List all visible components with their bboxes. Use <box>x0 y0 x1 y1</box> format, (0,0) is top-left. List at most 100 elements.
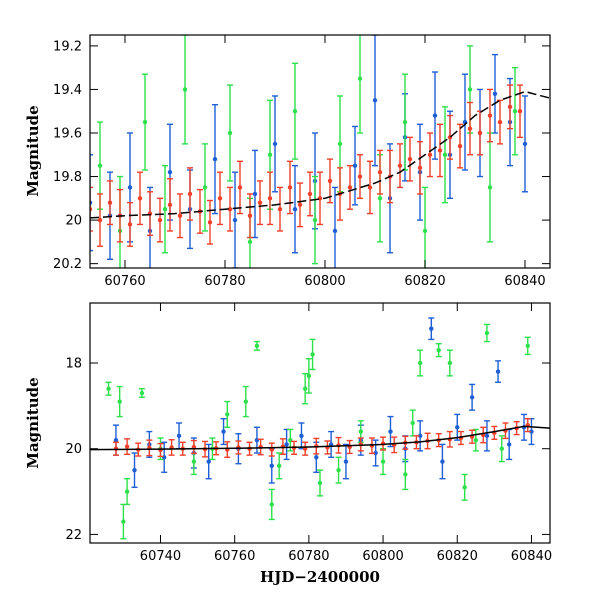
bottom-data-point <box>440 459 445 464</box>
bottom-data-point <box>191 459 197 464</box>
bottom-ytick-label: 20 <box>65 442 82 457</box>
top-ytick-label: 19.4 <box>53 83 82 98</box>
top-data-point <box>292 109 298 114</box>
top-series-2 <box>90 84 523 247</box>
bottom-data-point <box>206 459 211 464</box>
top-xtick-label: 60800 <box>304 274 345 289</box>
bottom-data-point <box>317 480 323 486</box>
top-data-point <box>252 191 258 197</box>
bottom-xtick-label: 60820 <box>437 549 478 564</box>
bottom-data-point <box>243 399 249 404</box>
bottom-data-point <box>176 433 182 439</box>
bottom-xtick-label: 60780 <box>288 549 329 564</box>
top-ytick-label: 20.2 <box>53 257 82 272</box>
top-data-point <box>237 185 243 190</box>
top-panel: 60760 60780 60800 60820 60840 19.2 19.4 19.6 19.… <box>24 34 551 289</box>
top-xtick-label: 60820 <box>404 274 445 289</box>
top-data-point <box>337 141 343 147</box>
top-data-point <box>187 191 193 197</box>
bottom-data-point <box>455 425 460 430</box>
top-data-point <box>167 169 173 175</box>
top-data-point <box>127 185 133 190</box>
bottom-data-point <box>343 459 349 464</box>
top-data-point <box>437 148 443 153</box>
top-plot-area <box>90 35 550 268</box>
top-data-point <box>377 169 383 175</box>
top-data-point <box>247 239 253 245</box>
top-data-point <box>367 185 373 190</box>
bottom-data-point <box>276 463 282 469</box>
top-data-point <box>427 152 433 157</box>
top-data-point <box>247 213 253 218</box>
top-data-point <box>507 104 513 110</box>
top-data-point <box>167 202 173 208</box>
top-ytick-label: 20 <box>65 214 82 229</box>
bottom-data-point <box>410 420 415 426</box>
bottom-data-point <box>310 352 315 357</box>
bottom-xtick-label: 60740 <box>140 549 181 564</box>
bottom-plot-area <box>90 317 550 540</box>
top-data-point <box>417 165 423 171</box>
bottom-data-point <box>506 442 512 447</box>
top-data-point <box>292 207 298 212</box>
bottom-data-point <box>124 489 130 494</box>
top-data-point <box>497 119 503 125</box>
top-data-point <box>312 217 318 223</box>
bottom-data-point <box>269 502 274 507</box>
top-data-point <box>137 196 143 201</box>
top-data-point <box>372 98 378 103</box>
bottom-xtick-label: 60800 <box>362 549 403 564</box>
bottom-data-point <box>403 472 408 477</box>
top-data-point <box>442 152 448 157</box>
top-data-point <box>157 217 163 223</box>
bottom-data-point <box>447 360 453 366</box>
top-data-point <box>397 163 403 168</box>
bottom-panel: 60740 60760 60780 60800 60820 60840 18 20 22 Mag… <box>24 302 552 586</box>
bottom-data-point <box>388 429 393 434</box>
top-data-point <box>307 191 313 197</box>
bottom-data-point <box>132 467 137 473</box>
top-xtick-label: 60780 <box>204 274 245 289</box>
top-data-point <box>377 196 383 201</box>
top-data-point <box>517 109 523 114</box>
bottom-data-point <box>429 326 434 331</box>
bottom-series-2 <box>112 418 531 458</box>
top-data-point <box>357 76 363 81</box>
top-data-point <box>487 185 493 190</box>
top-ylabel: Magnitude <box>24 105 42 196</box>
bottom-data-point <box>499 446 504 451</box>
top-data-point <box>217 196 223 201</box>
top-data-point <box>97 217 103 223</box>
top-data-point <box>177 213 183 218</box>
top-ticks: 60760 60780 60800 60820 60840 19.2 19.4 19.6 19.… <box>53 35 550 289</box>
top-axes-frame <box>89 34 551 269</box>
top-data-point <box>467 126 473 131</box>
top-data-point <box>492 91 498 96</box>
bottom-data-point <box>302 386 308 391</box>
top-ytick-label: 19.8 <box>53 170 82 185</box>
bottom-data-point <box>106 386 111 391</box>
bottom-ticks: 60740 60760 60780 60800 60820 60840 18 20 22 <box>65 303 552 564</box>
top-data-point <box>297 202 303 208</box>
bottom-data-point <box>299 433 304 439</box>
top-data-point <box>267 196 273 201</box>
bottom-ytick-label: 18 <box>65 357 82 372</box>
top-data-point <box>522 141 528 147</box>
top-data-point <box>512 109 518 114</box>
top-data-point <box>332 228 338 234</box>
top-xtick-label: 60760 <box>104 274 145 289</box>
top-model-curve <box>90 90 550 219</box>
bottom-data-point <box>113 437 119 443</box>
top-data-point <box>467 87 473 92</box>
bottom-data-point <box>469 395 475 400</box>
top-data-point <box>487 113 493 118</box>
bottom-data-point <box>529 429 534 434</box>
bottom-axes-frame <box>89 302 551 544</box>
top-data-point <box>327 178 333 184</box>
top-data-point <box>207 220 213 225</box>
top-data-point <box>97 163 103 168</box>
top-data-point <box>267 152 273 157</box>
top-data-point <box>232 217 238 223</box>
bottom-data-point <box>269 447 274 452</box>
top-data-point <box>407 156 413 162</box>
